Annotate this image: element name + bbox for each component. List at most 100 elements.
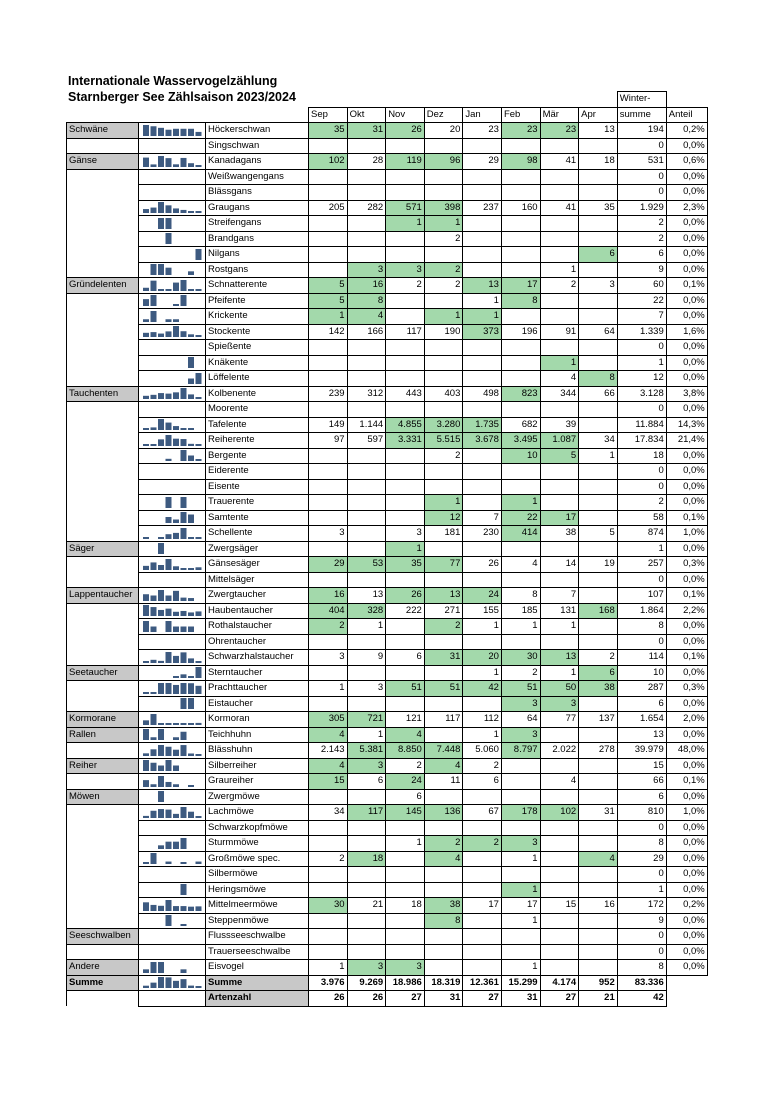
count-cell (423, 881, 464, 898)
sparkline-cell (138, 122, 206, 139)
count-cell: 597 (346, 432, 387, 449)
species-row: Löffelente 4 8 12 0,0% (66, 370, 708, 387)
count-cell (578, 959, 618, 976)
spark-bar (165, 781, 172, 787)
share-cell: 1,0% (665, 804, 708, 821)
count-cell: 3 (500, 695, 541, 712)
count-cell: 3 (500, 726, 541, 743)
count-cell: 1 (539, 664, 580, 681)
count-cell: 1 (308, 308, 348, 325)
count-cell: 205 (308, 199, 348, 216)
sparkline-cell (138, 881, 206, 898)
spark-bar (180, 924, 187, 927)
species-cell: Eiderente (205, 463, 309, 480)
count-cell (308, 261, 348, 278)
species-cell: Mittelmeermöwe (205, 897, 309, 914)
species-row: Stockente 142 166 117 190 373 196 91 64 1.339 1,6% (66, 323, 708, 340)
count-cell: 181 (423, 525, 464, 542)
spark-bar (158, 288, 164, 291)
sparkline-cell (138, 463, 206, 480)
spark-bar (188, 722, 194, 725)
share-cell: 0,3% (665, 556, 708, 573)
count-cell: 136 (423, 804, 464, 821)
group-cell (66, 804, 139, 820)
spark-bar (173, 282, 179, 291)
count-cell: 3 (346, 680, 387, 697)
count-cell: 17 (539, 509, 580, 526)
group-cell (66, 479, 139, 495)
species-cell: Knäkente (205, 354, 309, 371)
count-cell (462, 695, 502, 712)
count-cell (539, 819, 580, 836)
count-cell: 4 (308, 757, 348, 774)
count-cell: 19 (578, 556, 618, 573)
count-cell (423, 184, 464, 201)
sum-cell: 17.834 (616, 432, 667, 449)
species-cell: Eisvogel (205, 959, 309, 976)
count-cell: 13 (578, 122, 618, 139)
spark-bar (188, 597, 194, 601)
species-cell: Moorente (205, 401, 309, 418)
count-cell (385, 881, 425, 898)
share-cell: 0,3% (665, 680, 708, 697)
count-cell (462, 478, 502, 495)
sparkline-cell (138, 401, 206, 418)
species-cell: Blässhuhn (205, 742, 309, 759)
count-cell (423, 943, 464, 960)
count-cell: 414 (500, 525, 541, 542)
count-cell: 77 (423, 556, 464, 573)
count-cell (462, 401, 502, 418)
sparkline-cell (138, 478, 206, 495)
species-row: Blässhuhn 2.143 5.381 8.850 7.448 5.060 8.797 2… (66, 742, 708, 759)
count-cell (385, 494, 425, 511)
sparkline (143, 295, 187, 307)
count-cell (500, 463, 541, 480)
sum-cell: 8 (616, 618, 667, 635)
count-cell (500, 137, 541, 154)
spark-bar (158, 765, 164, 772)
count-cell: 5.060 (462, 742, 502, 759)
count-cell: 131 (539, 602, 580, 619)
count-cell (539, 308, 580, 325)
sum-cell: 0 (616, 339, 667, 356)
group-cell (66, 448, 139, 464)
spark-bar (165, 651, 172, 663)
sparkline (188, 372, 202, 384)
count-cell (500, 215, 541, 232)
month-header: Nov (385, 106, 425, 123)
title: Internationale Wasservogelzählung (68, 74, 278, 88)
count-cell: 12 (423, 509, 464, 526)
species-row: Trauerseeschwalbe 0 0,0% (66, 943, 708, 960)
count-cell: 149 (308, 416, 348, 433)
count-cell (539, 959, 580, 976)
count-cell: 443 (385, 385, 425, 402)
share-cell: 0,1% (665, 277, 708, 294)
spark-bar (158, 791, 164, 803)
count-cell: 1.087 (539, 432, 580, 449)
count-cell (423, 571, 464, 588)
group-cell (66, 401, 139, 417)
sparkline-cell (138, 184, 206, 201)
count-cell: 4 (578, 850, 618, 867)
spark-bar (150, 562, 157, 570)
count-cell (462, 168, 502, 185)
count-cell (539, 928, 580, 945)
count-cell: 4.174 (539, 974, 580, 991)
spark-bar (158, 775, 164, 787)
sparkline-cell (138, 540, 206, 557)
sum-cell: 10 (616, 664, 667, 681)
month-header: Feb (500, 106, 541, 123)
count-cell (346, 664, 387, 681)
spark-bar (188, 682, 194, 694)
spark-bar (173, 532, 179, 539)
spark-bar (180, 567, 187, 570)
count-cell: 15 (308, 773, 348, 790)
spark-bar (143, 862, 149, 865)
share-cell: 0,0% (665, 230, 708, 247)
count-cell: 22 (500, 509, 541, 526)
sparkline (143, 419, 194, 431)
count-cell: 24 (462, 587, 502, 604)
count-cell: 3.678 (462, 432, 502, 449)
count-cell: 1 (462, 726, 502, 743)
count-cell (423, 726, 464, 743)
